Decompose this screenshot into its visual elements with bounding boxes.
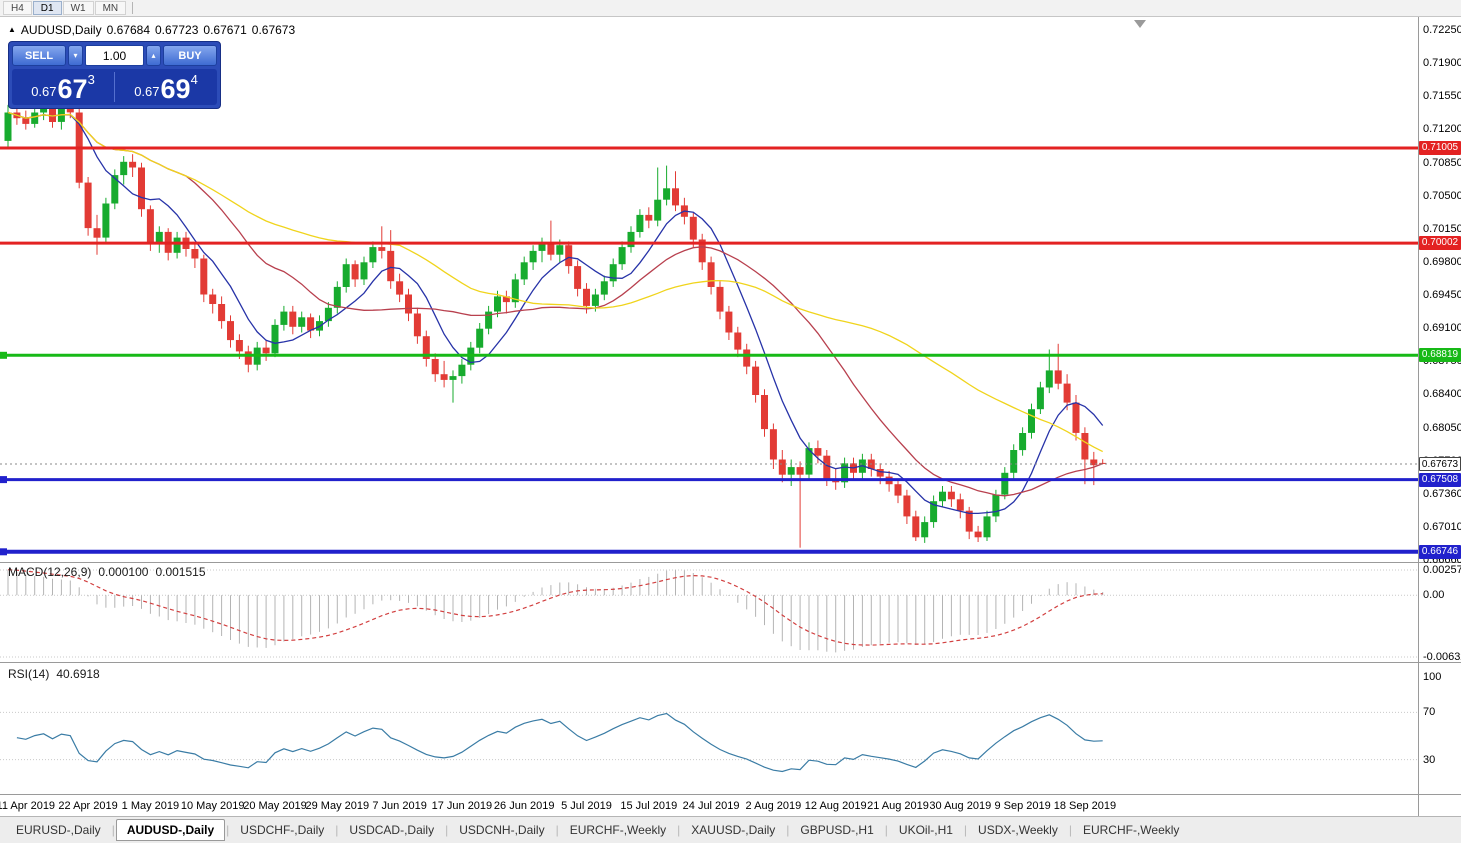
sell-price-display[interactable]: 0.67 67 3 xyxy=(12,69,114,105)
toolbar-separator xyxy=(132,2,134,14)
ohlc-low: 0.67671 xyxy=(203,23,247,37)
symbol-triangle-icon: ▲ xyxy=(8,25,16,34)
chart-tab-eurusd-daily[interactable]: EURUSD-,Daily xyxy=(16,823,101,837)
chart-tab-audusd-daily[interactable]: AUDUSD-,Daily xyxy=(115,819,226,841)
chart-tab-gbpusd-h1[interactable]: GBPUSD-,H1 xyxy=(800,823,874,837)
buy-price-point: 4 xyxy=(190,72,198,87)
ohlc-high: 0.67723 xyxy=(155,23,199,37)
lot-size-input[interactable] xyxy=(85,45,144,66)
timeframe-button-mn[interactable]: MN xyxy=(94,1,127,15)
moving-average-lines xyxy=(7,111,1104,515)
chart-tab-xauusd-daily[interactable]: XAUUSD-,Daily xyxy=(691,823,776,837)
tab-separator: | xyxy=(445,823,449,837)
chart-tab-usdx-weekly[interactable]: USDX-,Weekly xyxy=(978,823,1058,837)
panel-dividers xyxy=(0,17,1461,816)
chart-tab-ukoil-h1[interactable]: UKOil-,H1 xyxy=(898,823,953,837)
buy-price-display[interactable]: 0.67 69 4 xyxy=(115,69,217,105)
sell-price-point: 3 xyxy=(87,72,95,87)
tab-separator: | xyxy=(335,823,339,837)
up-arrow-icon: ▴ xyxy=(151,51,156,60)
timeframe-toolbar: H4 D1 W1 MN xyxy=(0,0,1461,17)
chart-tab-bar: EURUSD-,Daily | AUDUSD-,Daily | USDCHF-,Dail… xyxy=(0,816,1461,843)
timeframe-button-w1[interactable]: W1 xyxy=(62,1,94,15)
chart-ohlc-readout: ▲ AUDUSD,Daily 0.67684 0.67723 0.67671 0.6767… xyxy=(8,23,300,37)
chart-tab-usdcnh-daily[interactable]: USDCNH-,Daily xyxy=(459,823,545,837)
price-divider xyxy=(114,72,115,102)
sell-price-prefix: 0.67 xyxy=(31,84,57,99)
macd-value: 0.000100 xyxy=(98,565,149,579)
rsi-value: 40.6918 xyxy=(56,667,100,681)
rsi-panel xyxy=(0,711,1418,773)
horizontal-level-lines[interactable] xyxy=(0,146,1418,556)
buy-price-pips: 69 xyxy=(160,74,191,104)
ohlc-close: 0.67673 xyxy=(251,23,296,37)
down-arrow-icon: ▾ xyxy=(73,51,78,60)
tab-separator: | xyxy=(677,823,681,837)
tab-separator: | xyxy=(1068,823,1072,837)
price-chart-canvas[interactable] xyxy=(0,17,1461,816)
tab-separator: | xyxy=(884,823,888,837)
macd-indicator-label: MACD(12,26,9) 0.000100 0.001515 xyxy=(8,565,213,579)
macd-panel xyxy=(0,569,1418,658)
chart-tab-usdcad-daily[interactable]: USDCAD-,Daily xyxy=(349,823,435,837)
tab-separator: | xyxy=(786,823,790,837)
rsi-name: RSI(14) xyxy=(8,667,50,681)
chart-tab-eurchf-weekly[interactable]: EURCHF-,Weekly xyxy=(1082,823,1180,837)
chart-symbol-period: AUDUSD,Daily xyxy=(20,23,102,37)
tab-separator: | xyxy=(226,823,230,837)
sell-price-pips: 67 xyxy=(57,74,88,104)
tab-separator: | xyxy=(963,823,968,837)
trade-controls-row: SELL ▾ ▴ BUY xyxy=(12,45,217,66)
chart-tab-usdchf-daily[interactable]: USDCHF-,Daily xyxy=(240,823,325,837)
buy-price-prefix: 0.67 xyxy=(134,84,160,99)
buy-button[interactable]: BUY xyxy=(163,45,217,66)
lot-decrease-button[interactable]: ▾ xyxy=(68,45,83,66)
macd-signal-value: 0.001515 xyxy=(155,565,206,579)
bid-ask-display: 0.67 67 3 0.67 69 4 xyxy=(12,69,217,105)
tab-separator: | xyxy=(555,823,559,837)
ohlc-open: 0.67684 xyxy=(106,23,150,37)
chart-tab-eurchf-weekly[interactable]: EURCHF-,Weekly xyxy=(569,823,667,837)
rsi-indicator-label: RSI(14) 40.6918 xyxy=(8,667,107,681)
chart-area: ▲ AUDUSD,Daily 0.67684 0.67723 0.67671 0.6767… xyxy=(0,17,1461,816)
timeframe-button-d1[interactable]: D1 xyxy=(32,1,62,15)
chart-shift-marker xyxy=(1134,20,1146,28)
sell-button[interactable]: SELL xyxy=(12,45,66,66)
macd-name: MACD(12,26,9) xyxy=(8,565,92,579)
tab-separator: | xyxy=(111,823,115,837)
timeframe-button-h4[interactable]: H4 xyxy=(3,1,32,15)
lot-increase-button[interactable]: ▴ xyxy=(146,45,161,66)
